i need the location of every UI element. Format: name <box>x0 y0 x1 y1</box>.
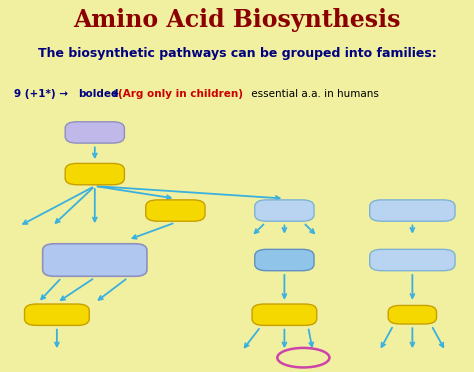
FancyBboxPatch shape <box>388 305 437 324</box>
FancyBboxPatch shape <box>65 122 124 143</box>
FancyBboxPatch shape <box>65 163 124 185</box>
Text: Amino Acid Biosynthesis: Amino Acid Biosynthesis <box>73 8 401 32</box>
FancyBboxPatch shape <box>252 304 317 326</box>
FancyBboxPatch shape <box>43 244 147 276</box>
FancyBboxPatch shape <box>25 304 89 326</box>
FancyBboxPatch shape <box>370 200 455 221</box>
FancyBboxPatch shape <box>255 200 314 221</box>
Text: (Arg only in children): (Arg only in children) <box>118 89 243 99</box>
Text: +: + <box>107 89 123 99</box>
Text: 9 (+1*) →: 9 (+1*) → <box>14 89 72 99</box>
FancyBboxPatch shape <box>370 249 455 271</box>
FancyBboxPatch shape <box>255 249 314 271</box>
Text: essential a.a. in humans: essential a.a. in humans <box>248 89 379 99</box>
Text: bolded: bolded <box>78 89 118 99</box>
FancyBboxPatch shape <box>146 200 205 221</box>
Text: The biosynthetic pathways can be grouped into families:: The biosynthetic pathways can be grouped… <box>37 47 437 60</box>
